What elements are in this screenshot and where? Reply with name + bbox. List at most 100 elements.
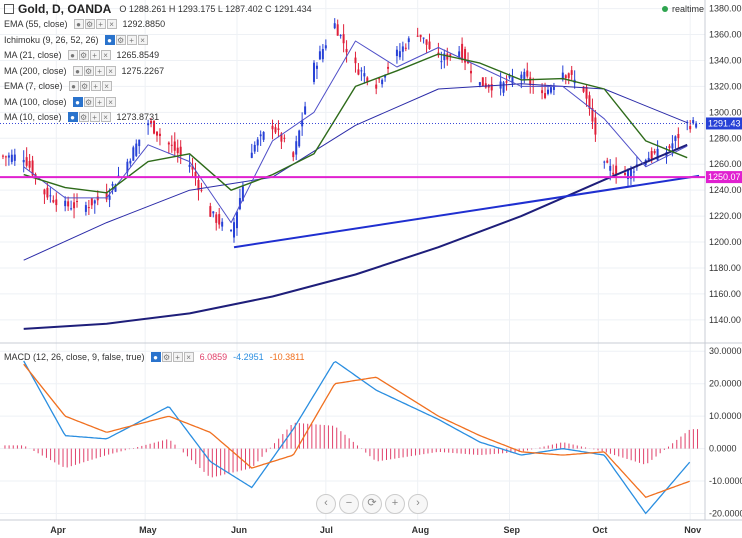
candle	[55, 199, 58, 206]
close-icon[interactable]: ×	[100, 112, 111, 122]
candle	[585, 86, 588, 99]
legend-row[interactable]: EMA (55, close) ● ⚙ + × 1292.8850	[4, 17, 165, 31]
close-icon[interactable]: ×	[100, 50, 111, 60]
candle	[384, 75, 387, 78]
candle	[105, 193, 108, 200]
y-tick-label: 1360.00	[709, 30, 742, 40]
candle	[197, 179, 200, 191]
candle	[7, 155, 10, 158]
candle	[324, 45, 327, 49]
legend-name: MA (100, close)	[4, 96, 67, 107]
candle	[469, 70, 472, 74]
y-tick-label: 1260.00	[709, 159, 742, 169]
candle	[692, 120, 695, 124]
candle	[425, 39, 428, 45]
settings-icon[interactable]: ⚙	[84, 19, 95, 29]
eye-icon[interactable]: ●	[67, 50, 78, 60]
candle	[114, 184, 117, 192]
zoom-out-button[interactable]: −	[339, 494, 359, 514]
menu-icon[interactable]	[4, 4, 14, 14]
settings-icon[interactable]: ⚙	[79, 81, 90, 91]
eye-icon[interactable]: ●	[104, 34, 115, 45]
support-trendline[interactable]	[233, 174, 700, 249]
candle	[381, 79, 384, 85]
candle	[464, 49, 467, 63]
add-icon[interactable]: +	[94, 65, 105, 76]
candle	[526, 70, 529, 77]
add-icon[interactable]: +	[89, 50, 100, 60]
close-icon[interactable]: ×	[106, 19, 117, 29]
candle	[398, 51, 401, 58]
settings-icon[interactable]: ⚙	[115, 34, 126, 45]
y-tick-label: 1140.00	[709, 315, 741, 325]
candle	[677, 133, 680, 139]
candle	[547, 89, 550, 94]
scroll-right-button[interactable]: ›	[408, 494, 428, 514]
add-icon[interactable]: +	[95, 19, 106, 29]
candle	[238, 198, 241, 210]
x-tick-label: Jun	[231, 525, 247, 535]
eye-icon[interactable]: ●	[73, 19, 84, 29]
candle	[280, 133, 283, 142]
legend-row[interactable]: MA (200, close) ● ⚙ + × 1275.2267	[4, 64, 164, 78]
candle	[603, 161, 606, 163]
legend-row[interactable]: EMA (7, close) ● ⚙ + ×	[4, 79, 112, 93]
candle	[64, 200, 67, 207]
close-icon[interactable]: ×	[183, 352, 194, 362]
ma200-line	[23, 143, 688, 330]
add-icon[interactable]: +	[172, 352, 183, 362]
candle	[221, 221, 224, 227]
y-tick-label: 1200.00	[709, 237, 742, 247]
scroll-left-button[interactable]: ‹	[316, 494, 336, 514]
candle	[401, 46, 404, 52]
candle	[298, 130, 301, 147]
eye-icon[interactable]: ●	[150, 352, 161, 362]
eye-icon[interactable]: ●	[68, 81, 79, 91]
y-tick-label: 1340.00	[709, 55, 742, 65]
candle	[76, 201, 79, 203]
candle	[215, 214, 218, 223]
close-icon[interactable]: ×	[137, 34, 148, 45]
add-icon[interactable]: +	[89, 112, 100, 122]
ma10-line	[23, 40, 688, 224]
close-icon[interactable]: ×	[101, 81, 112, 91]
legend-row[interactable]: MA (10, close) ● ⚙ + × 1273.8731	[4, 110, 159, 124]
legend-row[interactable]: MA (21, close) ● ⚙ + × 1265.8549	[4, 48, 159, 62]
close-icon[interactable]: ×	[105, 65, 116, 76]
legend-buttons: ● ⚙ + ×	[67, 112, 111, 122]
settings-icon[interactable]: ⚙	[83, 65, 94, 76]
macd-line-value: -4.2951	[233, 352, 264, 362]
eye-icon[interactable]: ●	[72, 96, 83, 107]
zoom-in-button[interactable]: +	[385, 494, 405, 514]
candle	[567, 73, 570, 78]
candle	[615, 165, 618, 176]
legend-row[interactable]: Ichimoku (9, 26, 52, 26) ● ⚙ + ×	[4, 33, 148, 47]
add-icon[interactable]: +	[94, 96, 105, 107]
settings-icon[interactable]: ⚙	[83, 96, 94, 107]
candle	[138, 139, 141, 147]
reset-button[interactable]: ⟳	[362, 494, 382, 514]
candle	[321, 49, 324, 60]
candle	[357, 69, 360, 75]
settings-icon[interactable]: ⚙	[78, 50, 89, 60]
eye-icon[interactable]: ●	[72, 65, 83, 76]
legend-row[interactable]: MA (100, close) ● ⚙ + ×	[4, 95, 116, 109]
realtime-indicator: realtime	[662, 4, 704, 14]
candle	[167, 142, 170, 145]
macd-tick-label: -20.0000	[709, 509, 742, 519]
candle	[13, 154, 16, 161]
candle	[404, 47, 407, 49]
add-icon[interactable]: +	[126, 34, 137, 45]
candle	[52, 200, 55, 203]
candle	[422, 37, 425, 39]
macd-tick-label: 30.0000	[709, 346, 742, 356]
settings-icon[interactable]: ⚙	[78, 112, 89, 122]
candle	[523, 71, 526, 80]
eye-icon[interactable]: ●	[67, 112, 78, 122]
settings-icon[interactable]: ⚙	[161, 352, 172, 362]
candle	[84, 205, 87, 212]
current-price-tag	[706, 117, 742, 130]
close-icon[interactable]: ×	[105, 96, 116, 107]
add-icon[interactable]: +	[90, 81, 101, 91]
legend-buttons: ● ⚙ + ×	[73, 19, 117, 29]
